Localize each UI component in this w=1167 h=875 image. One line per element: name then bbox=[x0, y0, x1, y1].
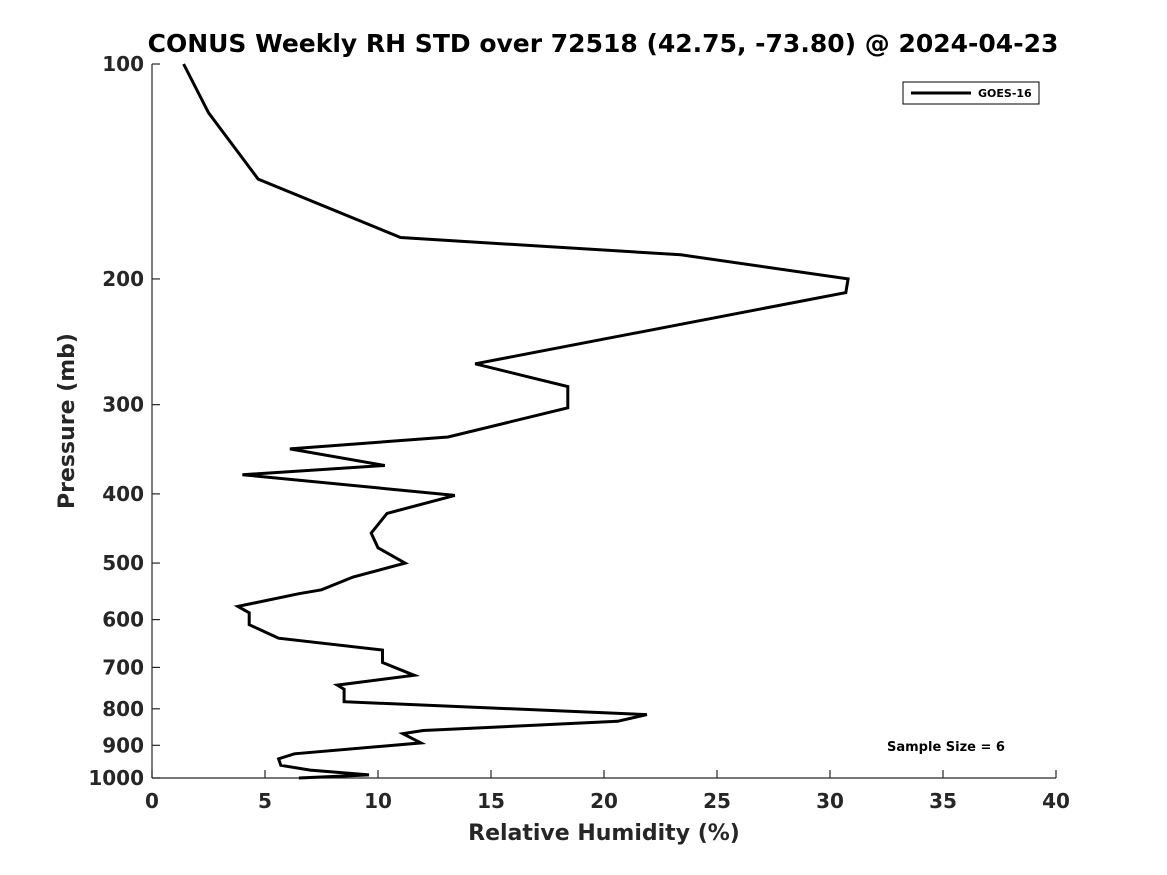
y-tick-label: 400 bbox=[102, 482, 144, 506]
y-tick-label: 200 bbox=[102, 267, 144, 291]
legend-label: GOES-16 bbox=[978, 87, 1032, 100]
series-line-goes-16 bbox=[182, 63, 850, 780]
x-axis-label: Relative Humidity (%) bbox=[468, 821, 740, 846]
x-tick-label: 40 bbox=[1042, 789, 1070, 813]
x-tick-label: 35 bbox=[929, 789, 957, 813]
x-tick-label: 10 bbox=[364, 789, 392, 813]
x-tick-label: 0 bbox=[145, 789, 159, 813]
x-tick-label: 25 bbox=[703, 789, 731, 813]
y-tick-label: 300 bbox=[102, 393, 144, 417]
y-tick-label: 100 bbox=[102, 52, 144, 76]
sample-size-annotation: Sample Size = 6 bbox=[887, 740, 1005, 755]
y-tick-label: 900 bbox=[102, 733, 144, 757]
x-tick-label: 5 bbox=[258, 789, 272, 813]
y-tick-label: 500 bbox=[102, 551, 144, 575]
chart-title: CONUS Weekly RH STD over 72518 (42.75, -… bbox=[148, 29, 1059, 58]
y-axis-label: Pressure (mb) bbox=[55, 333, 80, 509]
y-tick-label: 600 bbox=[102, 608, 144, 632]
y-tick-label: 1000 bbox=[88, 766, 144, 790]
x-tick-label: 20 bbox=[590, 789, 618, 813]
legend: GOES-16 bbox=[902, 81, 1040, 105]
x-tick-label: 30 bbox=[816, 789, 844, 813]
y-tick-label: 800 bbox=[102, 697, 144, 721]
y-tick-label: 700 bbox=[102, 655, 144, 679]
x-tick-label: 15 bbox=[477, 789, 505, 813]
